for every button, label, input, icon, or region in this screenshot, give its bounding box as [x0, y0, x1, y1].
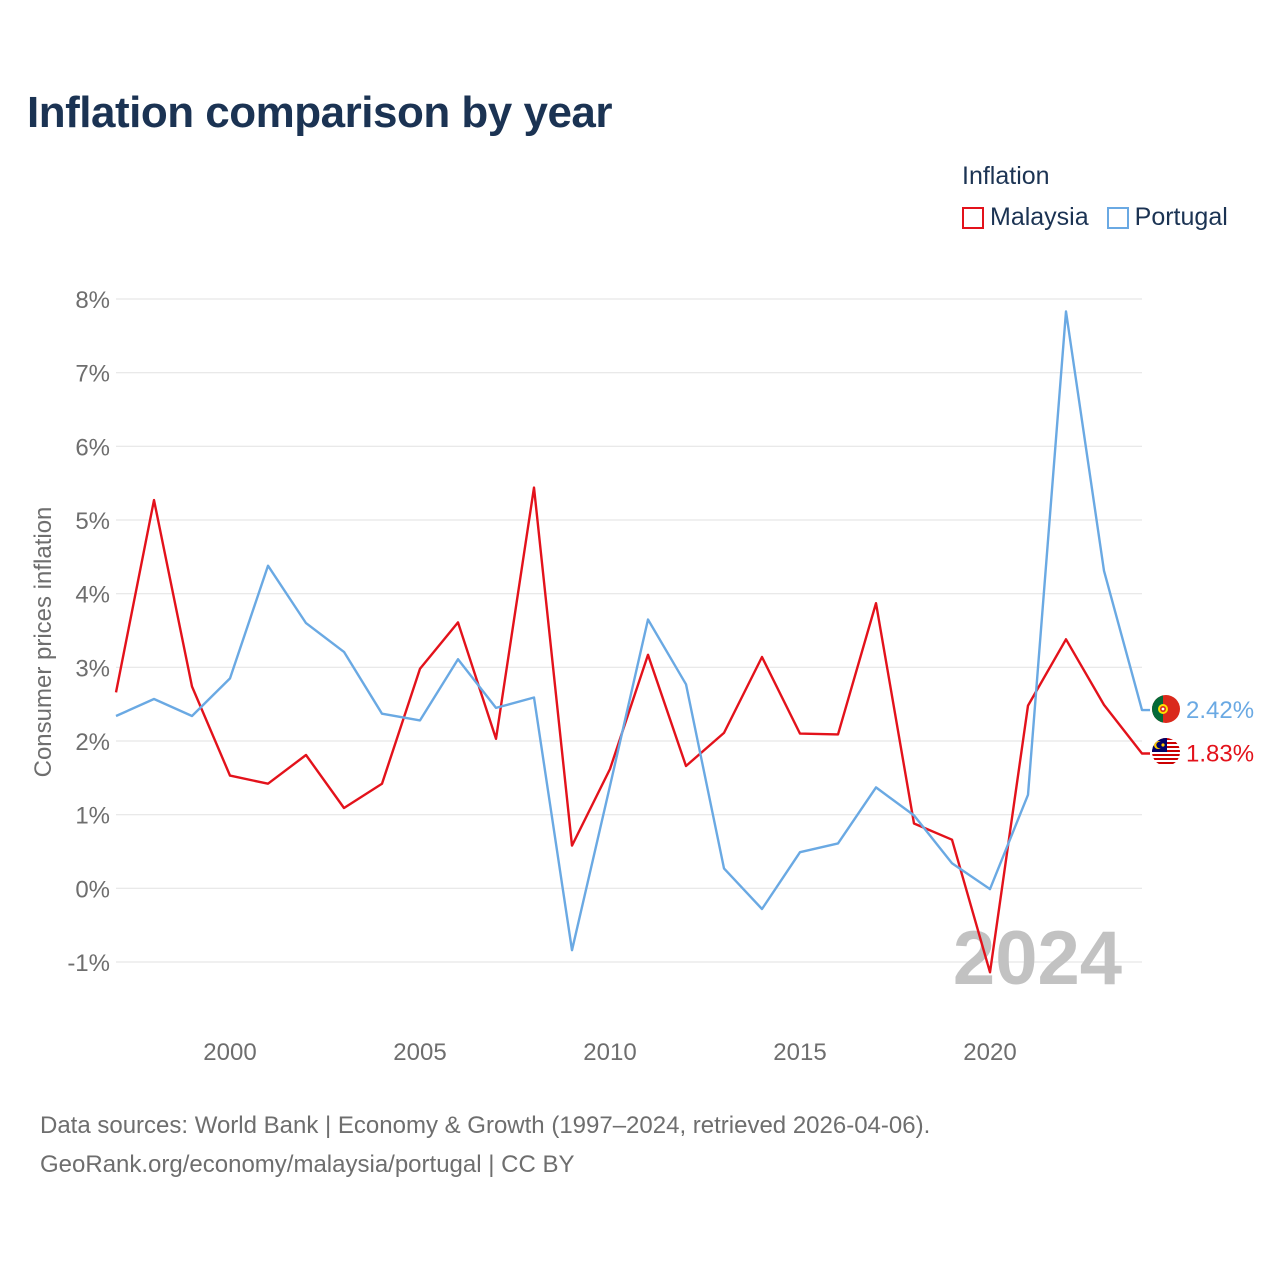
series-line-portugal[interactable]: [115, 310, 1150, 952]
series-lines: [114, 310, 1150, 974]
legend-title: Inflation: [962, 162, 1050, 190]
source-line-1: Data sources: World Bank | Economy & Gro…: [40, 1112, 931, 1139]
x-axis-ticks: 2000 2005 2010 2015 2020: [203, 1039, 1016, 1066]
end-value-label-malaysia: 1.83%: [1186, 741, 1254, 768]
x-tick-label: 2010: [583, 1039, 636, 1066]
end-labels: 1.83% 2.42%: [1186, 697, 1254, 767]
y-tick-label: 2%: [75, 729, 110, 756]
legend-item-portugal[interactable]: Portugal: [1106, 203, 1228, 232]
gridlines: [116, 298, 1142, 963]
series-line-malaysia[interactable]: [114, 486, 1150, 974]
x-tick-label: 2020: [963, 1039, 1016, 1066]
legend-swatch-portugal: [1106, 206, 1129, 229]
source-note: Data sources: World Bank | Economy & Gro…: [40, 1106, 930, 1184]
y-tick-label: 0%: [75, 876, 110, 903]
y-tick-label: 5%: [75, 508, 110, 535]
year-watermark: 2024: [953, 916, 1122, 1001]
y-tick-label: 4%: [75, 582, 110, 609]
y-axis-label: Consumer prices inflation: [30, 507, 57, 778]
y-tick-label: 1%: [75, 803, 110, 830]
legend-item-malaysia[interactable]: Malaysia: [962, 203, 1089, 232]
y-tick-label: 8%: [75, 287, 110, 314]
x-tick-label: 2000: [203, 1039, 256, 1066]
x-tick-label: 2005: [393, 1039, 446, 1066]
malaysia-flag-icon: [1152, 738, 1180, 766]
portugal-flag-icon: [1152, 695, 1180, 723]
y-tick-label: 3%: [75, 655, 110, 682]
legend-label-malaysia: Malaysia: [990, 203, 1089, 231]
legend-swatch-malaysia: [962, 206, 984, 229]
y-tick-label: 6%: [75, 434, 110, 461]
source-line-2: GeoRank.org/economy/malaysia/portugal | …: [40, 1151, 575, 1178]
y-axis-ticks: -1% 0% 1% 2% 3% 4% 5% 6% 7% 8%: [67, 287, 110, 977]
y-tick-label: 7%: [75, 361, 110, 388]
legend: Inflation Malaysia Portugal: [962, 162, 1262, 232]
y-tick-label: -1%: [67, 950, 110, 977]
end-value-label-portugal: 2.42%: [1186, 697, 1254, 724]
chart-title: Inflation comparison by year: [27, 88, 613, 137]
x-tick-label: 2015: [773, 1039, 826, 1066]
legend-label-portugal: Portugal: [1134, 203, 1228, 231]
